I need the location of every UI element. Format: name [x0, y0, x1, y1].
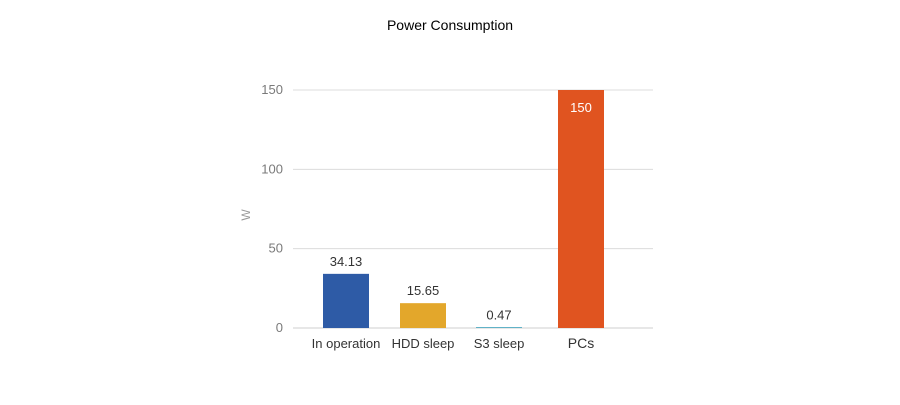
- x-axis-ticks: In operation HDD sleep S3 sleep PCs: [312, 335, 595, 351]
- data-label: 15.65: [407, 283, 440, 298]
- x-tick-label: S3 sleep: [474, 336, 525, 351]
- data-label: 150: [570, 100, 592, 115]
- data-labels: 34.13 15.65 0.47 150: [330, 100, 592, 322]
- bar-pcs: [558, 90, 604, 328]
- bars: [323, 90, 604, 328]
- x-tick-label: PCs: [568, 335, 594, 351]
- bar-hdd-sleep: [400, 303, 446, 328]
- chart-title: Power Consumption: [387, 17, 513, 33]
- data-label: 34.13: [330, 254, 363, 269]
- y-tick-label: 50: [269, 241, 283, 256]
- x-tick-label: In operation: [312, 336, 381, 351]
- y-axis-label: W: [239, 209, 253, 221]
- bar-s3-sleep: [476, 327, 522, 328]
- y-tick-label: 150: [261, 82, 283, 97]
- bar-in-operation: [323, 273, 369, 328]
- x-tick-label: HDD sleep: [392, 336, 455, 351]
- y-tick-label: 0: [276, 320, 283, 335]
- data-label: 0.47: [486, 307, 511, 322]
- y-axis-ticks: 0 50 100 150: [261, 82, 283, 335]
- y-tick-label: 100: [261, 161, 283, 176]
